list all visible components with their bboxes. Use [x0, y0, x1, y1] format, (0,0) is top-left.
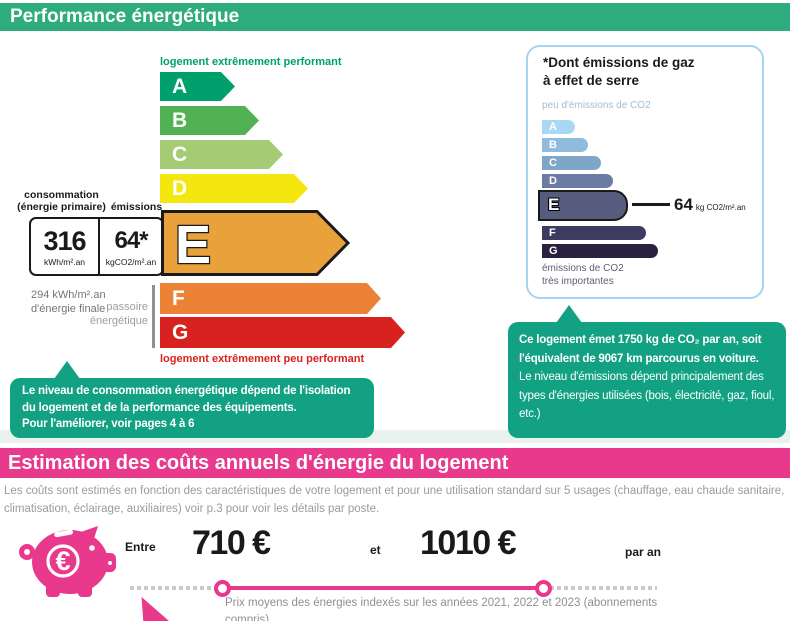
consumption-value: 316	[43, 225, 86, 256]
co2-class-g-letter: G	[549, 245, 558, 257]
co2-callout-line	[632, 203, 670, 206]
energy-class-f-letter: F	[172, 287, 185, 310]
co2-class-d-letter: D	[549, 175, 557, 187]
co2-scale-top-label: peu d'émissions de CO2	[542, 100, 651, 111]
emissions-cell: 64* kgCO2/m².an	[100, 219, 162, 274]
passoire-divider	[152, 285, 155, 348]
energy-class-a-arrow: A	[160, 72, 235, 101]
energy-class-e-letter: E	[175, 215, 211, 275]
energy-scale-top-label: logement extrêmement performant	[160, 56, 342, 68]
consumption-info-bubble: Le niveau de consommation énergétique dé…	[10, 378, 374, 438]
co2-callout-value: 64	[674, 195, 693, 214]
energy-class-d-letter: D	[172, 177, 188, 200]
cost-slider-handle-max	[535, 580, 552, 597]
energy-scale-bottom-label: logement extrêmement peu performant	[160, 353, 365, 365]
energy-class-c-arrow: C	[160, 140, 283, 169]
energy-class-d-arrow: D	[160, 174, 308, 203]
energy-class-b-arrow: B	[160, 106, 259, 135]
value-box-labels: consommation (énergie primaire) émission…	[14, 189, 164, 213]
co2-scale-bottom-label: émissions de CO2 très importantes	[542, 263, 624, 287]
emissions-label: émissions	[110, 200, 163, 213]
emissions-info-bubble: Ce logement émet 1750 kg de CO₂ par an, …	[508, 322, 786, 438]
co2-class-f-letter: F	[549, 227, 556, 239]
co2-class-e-letter: E	[548, 195, 560, 214]
energy-class-c-letter: C	[172, 143, 188, 166]
energy-class-b-letter: B	[172, 109, 188, 132]
cost-slider-note: Prix moyens des énergies indexés sur les…	[225, 597, 658, 621]
costs-section-title: Estimation des coûts annuels d'énergie d…	[0, 448, 790, 478]
co2-class-b-letter: B	[549, 139, 557, 151]
consumption-value-box: 316 kWh/m².an 64* kgCO2/m².an	[29, 217, 164, 276]
page-title: Performance énergétique	[0, 3, 790, 31]
cost-max-value: 1010 €	[420, 524, 517, 562]
co2-callout-unit: kg CO2/m².an	[695, 203, 746, 212]
energy-class-f-arrow: F	[160, 283, 381, 314]
energy-class-a-letter: A	[172, 75, 188, 98]
bottom-pointer-triangle	[141, 597, 169, 621]
cost-slider-range	[222, 586, 543, 590]
energy-class-g-arrow: G	[160, 317, 405, 348]
left-bubble-pointer	[54, 361, 80, 379]
svg-text:€: €	[55, 546, 70, 576]
piggy-bank-icon: €	[19, 526, 116, 597]
co2-class-d-bar: D	[542, 174, 613, 188]
co2-class-g-bar: G	[542, 244, 658, 258]
co2-class-b-bar: B	[542, 138, 588, 152]
right-bubble-pointer	[556, 305, 582, 323]
passoire-note: passoire énergétique	[89, 301, 148, 327]
co2-class-a-bar: A	[542, 120, 575, 134]
final-energy-note: 294 kWh/m².an d'énergie finale	[31, 289, 106, 315]
co2-class-a-letter: A	[549, 121, 557, 133]
energy-class-g-letter: G	[172, 321, 189, 344]
cost-slider-handle-min	[214, 580, 231, 597]
co2-class-f-bar: F	[542, 226, 646, 240]
emissions-value: 64*	[114, 226, 148, 254]
cost-min-value: 710 €	[192, 524, 271, 562]
consumption-unit: kWh/m².an	[43, 256, 86, 267]
consumption-cell: 316 kWh/m².an	[31, 219, 100, 274]
energy-class-e-arrow: E	[161, 210, 351, 276]
co2-class-c-bar: C	[542, 156, 601, 170]
emissions-unit: kgCO2/m².an	[105, 256, 157, 267]
co2-panel-title: *Dont émissions de gaz à effet de serre	[543, 55, 695, 88]
cost-per-year-label: par an	[625, 545, 662, 559]
cost-et-label: et	[370, 543, 381, 557]
co2-class-c-letter: C	[549, 157, 557, 169]
co2-class-e-bar: E	[538, 190, 628, 221]
consumption-label: consommation (énergie primaire)	[17, 189, 106, 213]
costs-description: Les coûts sont estimés en fonction des c…	[4, 485, 785, 515]
cost-entre-label: Entre	[125, 540, 156, 554]
co2-callout: 64 kg CO2/m².an	[674, 195, 746, 215]
